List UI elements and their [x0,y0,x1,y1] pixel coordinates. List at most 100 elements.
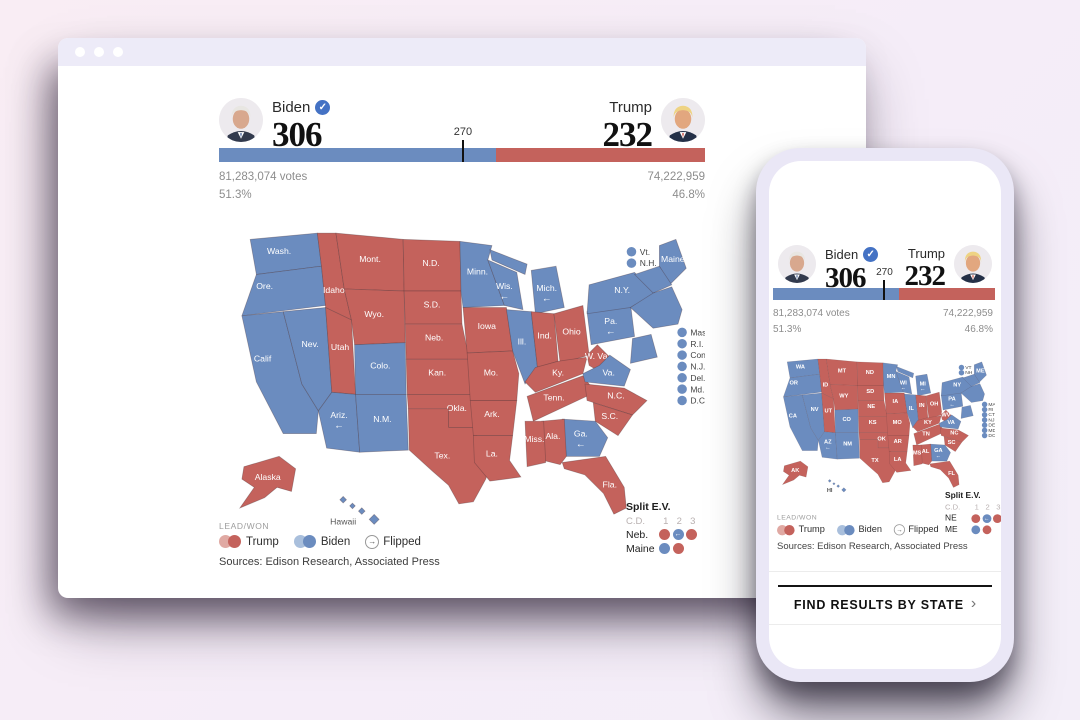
state-HI[interactable] [349,502,356,509]
state-VA[interactable] [582,354,631,387]
biden-bar-segment [773,288,900,300]
state-NC[interactable] [940,427,969,443]
split-ev-dot[interactable] [659,543,670,555]
state-label-CA: Calif [254,353,272,363]
divider [769,571,1001,572]
state-VTNH[interactable] [962,373,981,387]
state-label-SC: S.C. [601,411,618,421]
trump-vote-total: 74,222,959 [647,171,705,183]
state-HI[interactable] [827,479,832,483]
window-control-dot[interactable] [75,47,85,57]
small-state-dot[interactable] [981,422,988,428]
small-state-dot[interactable] [677,395,687,405]
small-state-dot[interactable] [958,369,965,376]
small-state-dot[interactable] [626,246,637,257]
state-MI[interactable] [915,373,931,397]
window-control-dot[interactable] [113,47,123,57]
small-state-label: Mass. [690,327,705,337]
state-SC[interactable] [592,401,634,436]
state-VTNH[interactable] [633,265,673,294]
small-state-dot[interactable] [981,406,988,413]
split-ev-dot[interactable] [993,513,1001,523]
state-MI[interactable] [896,366,914,379]
state-label-ND: N.D. [422,258,439,268]
state-AK[interactable] [781,460,809,486]
state-FL[interactable] [929,460,960,488]
small-state-dot[interactable] [626,257,637,268]
split-ev-dot[interactable] [971,513,981,523]
state-label-NC: N.C. [607,390,624,400]
split-ev-dot[interactable] [672,543,684,555]
split-ev-dot[interactable]: ← [672,529,684,541]
state-TX[interactable] [859,439,899,483]
state-LA[interactable] [889,451,912,473]
state-MI[interactable] [489,248,528,275]
state-WI[interactable] [895,371,913,395]
state-MS[interactable] [912,444,923,466]
state-label-CO: CO [842,417,851,423]
270-threshold-label: 270 [876,267,893,278]
browser-window: Biden ✓ 306 Trump 232 270 [58,38,866,598]
trump-vote-pct: 46.8% [964,323,993,335]
state-MO[interactable] [466,350,520,401]
legend-item-trump: Trump [219,535,279,549]
small-state-label: VT [965,365,971,371]
state-HI[interactable] [339,495,347,504]
state-KY[interactable] [912,415,942,432]
small-state-dot[interactable] [677,338,687,349]
small-state-dot[interactable] [981,401,988,408]
state-MS[interactable] [524,420,547,467]
small-state-dot[interactable] [981,412,988,418]
state-HI[interactable] [836,484,840,488]
state-NC[interactable] [584,383,648,416]
mobile-sources-note: Sources: Edison Research, Associated Pre… [777,541,968,552]
state-FL[interactable] [561,455,627,515]
state-LA[interactable] [472,434,522,482]
mobile-electoral-vote-bar: 270 [773,267,995,300]
small-state-dot[interactable] [677,384,687,394]
split-ev-dot[interactable] [982,525,991,534]
split-ev-dot[interactable] [659,529,670,541]
split-ev-dot[interactable]: ← [982,513,991,523]
state-SC[interactable] [943,436,963,452]
small-state-dot[interactable] [958,364,965,371]
small-state-label: RI [988,407,993,413]
state-WI[interactable] [487,258,524,310]
state-NENG[interactable] [960,383,985,403]
state-NJMD[interactable] [960,405,974,419]
state-label-NC: NC [950,431,958,437]
small-state-dot[interactable] [677,372,687,383]
small-state-dot[interactable] [981,432,988,439]
split-ev-dot[interactable] [686,529,697,541]
split-ev-dot[interactable] [971,525,981,534]
state-KY[interactable] [524,356,588,393]
state-NM[interactable] [355,393,409,453]
state-HI[interactable] [357,506,366,515]
state-HI[interactable] [832,482,836,486]
small-state-dot[interactable] [677,361,687,371]
legend-item-flipped: → Flipped [893,524,939,536]
small-state-dot[interactable] [981,417,988,423]
biden-electoral-votes: 306 [272,115,323,154]
state-NJMD[interactable] [630,333,658,364]
state-label-CA: CA [789,414,797,420]
state-HI[interactable] [841,487,847,493]
find-results-by-state-button[interactable]: FIND RESULTS BY STATE › [769,590,1001,620]
small-state-dot[interactable] [981,427,988,434]
window-control-dot[interactable] [94,47,104,57]
state-TX[interactable] [407,408,495,504]
state-ME[interactable] [659,238,687,286]
state-label-OH: OH [930,401,938,407]
state-VA[interactable] [939,414,962,430]
state-MI[interactable] [530,265,565,314]
small-state-dot[interactable] [677,327,687,337]
state-MO[interactable] [886,412,911,436]
state-NM[interactable] [835,432,860,460]
state-OR[interactable] [241,265,326,316]
state-ME[interactable] [974,361,987,383]
state-NENG[interactable] [629,286,683,329]
small-state-dot[interactable] [677,349,687,360]
legend-item-label: Trump [798,525,825,535]
state-AK[interactable] [238,455,297,509]
state-HI[interactable] [368,513,380,525]
